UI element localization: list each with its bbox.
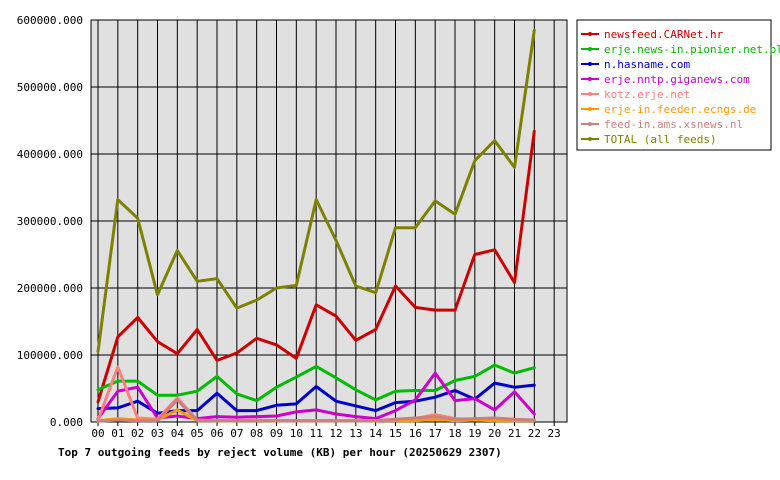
- legend-label: erje.news-in.pionier.net.pl: [604, 43, 780, 56]
- x-tick-label: 21: [508, 427, 521, 440]
- x-tick-label: 07: [230, 427, 243, 440]
- y-tick-label: 400000.000: [17, 148, 83, 161]
- legend-marker: [588, 92, 592, 96]
- x-tick-label: 19: [468, 427, 481, 440]
- x-tick-label: 17: [429, 427, 442, 440]
- legend-box: [576, 19, 772, 151]
- legend-label: newsfeed.CARNet.hr: [604, 28, 724, 41]
- legend-label: erje-in.feeder.ecngs.de: [604, 103, 756, 116]
- series-line: [96, 28, 536, 354]
- legend-marker: [588, 47, 592, 51]
- x-tick-label: 05: [191, 427, 204, 440]
- x-tick-label: 18: [448, 427, 461, 440]
- legend: newsfeed.CARNet.hr erje.news-in.pionier.n…: [576, 19, 780, 151]
- x-tick-label: 16: [409, 427, 422, 440]
- series-line: [96, 381, 536, 415]
- series-line: [96, 363, 536, 403]
- x-tick-label: 10: [290, 427, 303, 440]
- legend-label: erje.nntp.giganews.com: [604, 73, 750, 86]
- legend-marker: [588, 32, 592, 36]
- x-axis-ticks: 00 01 02 03 04 05 06 07 08 09 10 11 12 13 14 15 16 17 18 19…: [91, 422, 561, 440]
- legend-marker: [588, 107, 592, 111]
- x-tick-label: 09: [270, 427, 283, 440]
- y-axis-ticks: 0.000 100000.000 200000.000 300000.000 40000…: [17, 14, 83, 429]
- legend-marker: [588, 122, 592, 126]
- y-tick-label: 600000.000: [17, 14, 83, 27]
- x-tick-label: 12: [329, 427, 342, 440]
- y-tick-label: 200000.000: [17, 282, 83, 295]
- x-tick-label: 15: [389, 427, 402, 440]
- y-tick-label: 100000.000: [17, 349, 83, 362]
- y-tick-label: 300000.000: [17, 215, 83, 228]
- x-tick-label: 20: [488, 427, 501, 440]
- legend-label: kotz.erje.net: [604, 88, 690, 101]
- x-tick-label: 08: [250, 427, 263, 440]
- x-tick-label: 02: [131, 427, 144, 440]
- chart-title: Top 7 outgoing feeds by reject volume (K…: [58, 446, 502, 459]
- series-lines: [96, 28, 536, 423]
- legend-label: feed-in.ams.xsnews.nl: [604, 118, 743, 131]
- legend-marker: [588, 62, 592, 66]
- legend-label: TOTAL (all feeds): [604, 133, 717, 146]
- x-tick-label: 04: [171, 427, 185, 440]
- series-line: [96, 371, 536, 421]
- series-line: [96, 398, 536, 423]
- legend-label: n.hasname.com: [604, 58, 690, 71]
- x-tick-label: 14: [369, 427, 383, 440]
- x-tick-label: 00: [91, 427, 104, 440]
- x-tick-label: 22: [528, 427, 541, 440]
- series-line: [96, 129, 536, 404]
- x-tick-label: 03: [151, 427, 164, 440]
- legend-marker: [588, 77, 592, 81]
- x-tick-label: 13: [349, 427, 362, 440]
- legend-marker: [588, 137, 592, 141]
- y-tick-label: 0.000: [50, 416, 83, 429]
- x-tick-label: 11: [310, 427, 323, 440]
- x-tick-label: 23: [548, 427, 561, 440]
- y-tick-label: 500000.000: [17, 81, 83, 94]
- x-tick-label: 06: [210, 427, 223, 440]
- x-tick-label: 01: [111, 427, 124, 440]
